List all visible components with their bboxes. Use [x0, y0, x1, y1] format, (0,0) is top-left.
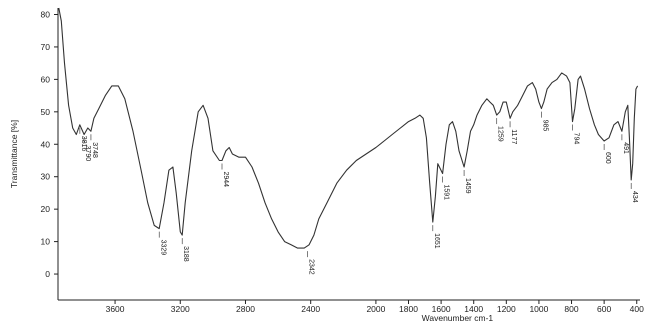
peak-label: 794	[572, 124, 580, 145]
x-tick-label: 2400	[301, 304, 320, 314]
peak-label-text: 1651	[433, 233, 440, 249]
y-tick-label: 30	[41, 172, 51, 182]
y-tick-label: 60	[41, 74, 51, 84]
peak-label-text: 985	[541, 120, 548, 132]
peak-label-text: 3748	[91, 142, 98, 158]
y-tick-label: 10	[41, 237, 51, 247]
peak-label-text: 600	[604, 152, 611, 164]
peak-label: 600	[603, 144, 611, 164]
peak-label: 3188	[181, 238, 189, 262]
peak-label-text: 3329	[159, 240, 166, 256]
y-tick-label: 80	[41, 9, 51, 19]
peak-label-text: 2342	[307, 259, 314, 275]
y-tick-label: 40	[41, 139, 51, 149]
peak-label: 1459	[463, 169, 471, 194]
peak-label: 2944	[221, 163, 229, 187]
y-tick-label: 70	[41, 42, 51, 52]
peak-label: 3748	[90, 134, 98, 158]
peak-label-text: 1459	[464, 178, 471, 194]
x-tick-label: 3200	[171, 304, 190, 314]
peak-label: 3816	[79, 127, 87, 152]
peak-label-text: 1177	[510, 129, 517, 144]
x-axis-title: Wavenumber cm-1	[422, 313, 494, 323]
x-tick-label: 1000	[529, 304, 548, 314]
y-tick-label: 0	[45, 269, 50, 279]
x-tick-label: 1600	[432, 304, 451, 314]
peak-label: 3329	[158, 231, 166, 256]
peak-label: 1177	[509, 121, 517, 144]
y-tick-label: 20	[41, 204, 51, 214]
peak-label-text: 3188	[182, 246, 189, 262]
x-tick-label: 2800	[236, 304, 255, 314]
x-tick-label: 800	[564, 304, 578, 314]
x-tick-label: 3600	[106, 304, 125, 314]
x-tick-label: 600	[597, 304, 611, 314]
x-tick-label: 2000	[366, 304, 385, 314]
peak-label: 1591	[442, 176, 450, 200]
peak-label-text: 491	[622, 142, 629, 154]
x-tick-label: 400	[630, 304, 644, 314]
peak-label-text: 1259	[497, 126, 504, 142]
y-axis-title: Transmittance [%]	[9, 120, 19, 188]
peak-label-text: 1591	[443, 184, 450, 200]
x-tick-label: 1200	[497, 304, 516, 314]
y-tick-label: 50	[41, 107, 51, 117]
peak-label: 491	[621, 134, 629, 154]
peak-label-text: 3790	[84, 146, 91, 162]
peak-label: 1651	[432, 225, 440, 249]
peak-label: 2342	[307, 251, 314, 275]
peak-label: 1259	[496, 118, 504, 142]
peak-label: 434	[630, 182, 638, 203]
y-ticks: 0 10 20 30 40 50 60 70 80	[41, 9, 58, 279]
peak-label-text: 2944	[222, 171, 229, 187]
peak-label-text: 434	[631, 191, 638, 203]
peak-label-text: 794	[573, 133, 580, 145]
x-tick-label: 1400	[464, 304, 483, 314]
peak-label: 985	[541, 111, 548, 132]
peak-label-text: 3816	[80, 136, 87, 152]
x-ticks: 3600 3200 2800 2400 2000 1800 1600 1400 1200 1000…	[106, 300, 644, 314]
x-tick-label: 1800	[399, 304, 418, 314]
spectrum-line	[58, 7, 639, 249]
peak-label: 3790	[83, 137, 91, 162]
